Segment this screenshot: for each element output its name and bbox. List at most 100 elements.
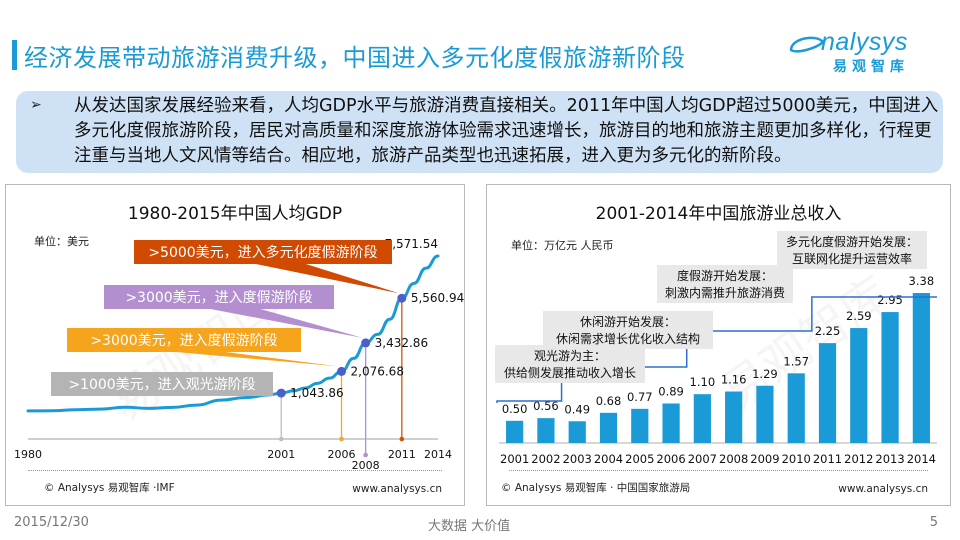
callout-pointer [210, 309, 363, 338]
revenue-bar [537, 418, 555, 443]
revenue-x-tick-label: 2009 [750, 452, 779, 466]
revenue-bar [568, 421, 586, 443]
stage-desc: 刺激内需推升旅游消费 [665, 286, 785, 300]
logo-swoosh-icon [789, 36, 825, 53]
gdp-data-point [361, 338, 371, 348]
gdp-data-label: 2,076.68 [351, 364, 404, 378]
revenue-x-tick-label: 2001 [500, 452, 529, 466]
revenue-chart-panel: 易观智库 2001-2014年中国旅游业总收入 单位：万亿元 人民币 0.50 2… [486, 184, 951, 506]
stage-label-box [495, 345, 645, 383]
revenue-bar [662, 403, 680, 443]
revenue-value-label: 0.56 [533, 399, 559, 413]
revenue-value-label: 0.77 [627, 390, 653, 404]
stage-title: 多元化度假游开始发展： [786, 234, 918, 249]
gdp-stem-dot [363, 452, 368, 458]
revenue-divider [509, 470, 928, 471]
revenue-bar [506, 420, 524, 443]
revenue-value-label: 3.38 [909, 274, 935, 288]
revenue-bar [693, 394, 711, 443]
gdp-data-label: 3,432.86 [375, 336, 428, 350]
gdp-unit-label: 单位：美元 [34, 235, 89, 248]
callout-text: >1000美元，进入观光游阶段 [68, 377, 255, 393]
revenue-bar [912, 293, 930, 443]
gdp-data-label: 5,560.94 [411, 291, 464, 305]
gdp-series-line [26, 254, 440, 413]
revenue-value-label: 2.59 [846, 309, 872, 323]
footer-date: 2015/12/30 [14, 515, 89, 530]
gdp-data-label: 1,043.86 [290, 386, 343, 400]
summary-text: 从发达国家发展经验来看，人均GDP水平与旅游消费直接相关。2011年中国人均GD… [74, 96, 939, 166]
revenue-x-tick-label: 2006 [656, 452, 685, 466]
stage-title: 观光游为主： [534, 349, 606, 363]
revenue-unit-label: 单位：万亿元 人民币 [511, 239, 614, 252]
gdp-data-point [337, 366, 347, 376]
footer-slogan: 大数据 大价值 [428, 519, 511, 534]
gdp-stem-dot [278, 436, 284, 442]
gdp-stem-dot [339, 436, 344, 442]
revenue-x-tick-label: 2004 [594, 452, 623, 466]
stage-label-box [777, 231, 927, 269]
revenue-bar [850, 328, 868, 443]
callout-box [134, 240, 392, 264]
revenue-bar [725, 391, 743, 443]
revenue-value-label: 2.25 [815, 324, 841, 338]
revenue-bar [881, 312, 899, 443]
revenue-chart-svg: 0.50 2001 0.56 2002 0.49 2003 0.68 2004 0.77 2005… [495, 231, 937, 466]
title-accent-bar [12, 40, 17, 70]
gdp-x-tick-label: 2006 [328, 448, 356, 461]
revenue-url: www.analysys.cn [838, 483, 928, 495]
callout-text: >3000美元，进入度假游阶段 [90, 333, 277, 349]
gdp-x-tick-label: 1980 [14, 448, 42, 461]
revenue-source: © Analysys 易观智库 · 中国国家旅游局 [501, 482, 691, 494]
summary-box: ➢ 从发达国家发展经验来看，人均GDP水平与旅游消费直接相关。2011年中国人均… [16, 91, 943, 173]
stage-desc: 供给侧发展推动收入增长 [504, 365, 636, 380]
revenue-bar [631, 408, 649, 443]
gdp-chart-title: 1980-2015年中国人均GDP [127, 204, 343, 224]
gdp-data-label: 7,571.54 [385, 237, 438, 251]
callout-box [104, 285, 334, 309]
gdp-url: www.analysys.cn [352, 483, 442, 495]
revenue-bar [599, 412, 618, 443]
stage-title: 度假游开始发展： [677, 268, 773, 283]
logo-text-cn: 易观智库 [833, 59, 909, 75]
callout-text: >5000美元，进入多元化度假游阶段 [148, 244, 377, 261]
revenue-x-tick-label: 2005 [625, 452, 654, 466]
revenue-x-tick-label: 2003 [563, 452, 592, 466]
revenue-x-tick-label: 2002 [531, 452, 560, 466]
logo-text-en: nalysys [821, 28, 908, 56]
gdp-x-tick-label: 2011 [388, 448, 416, 461]
revenue-value-label: 2.95 [877, 293, 903, 307]
revenue-x-tick-label: 2010 [782, 452, 811, 466]
page-title: 经济发展带动旅游消费升级，中国进入多元化度假旅游新阶段 [24, 44, 686, 72]
stage-desc: 互联网化提升运营效率 [792, 251, 912, 266]
gdp-source: © Analysys 易观智库 ·IMF [44, 482, 175, 494]
callout-text: >3000美元，进入度假游阶段 [125, 290, 312, 306]
revenue-value-label: 0.49 [564, 402, 590, 416]
revenue-x-tick-label: 2013 [875, 452, 904, 466]
stage-label-box [657, 265, 793, 303]
revenue-x-tick-label: 2008 [719, 452, 748, 466]
callout-box [51, 372, 273, 396]
page-number: 5 [929, 515, 938, 530]
revenue-x-tick-label: 2011 [813, 452, 842, 466]
stage-title: 休闲游开始发展： [580, 314, 676, 329]
revenue-bar [756, 385, 774, 443]
revenue-x-tick-label: 2014 [907, 452, 936, 466]
stage-desc: 休闲需求增长优化收入结构 [556, 331, 700, 346]
gdp-data-point [276, 388, 286, 398]
gdp-data-point [397, 293, 407, 303]
stage-label-box [543, 311, 713, 349]
callout-pointer [255, 264, 399, 294]
revenue-bar [818, 343, 837, 443]
revenue-value-label: 1.29 [752, 367, 778, 381]
gdp-stem-dot [399, 436, 405, 442]
gdp-x-tick-label: 2001 [267, 448, 295, 461]
gdp-divider [28, 470, 442, 471]
gdp-x-tick-label: 2008 [352, 459, 380, 472]
callout-box [67, 328, 301, 352]
revenue-value-label: 1.16 [721, 373, 747, 387]
revenue-x-tick-label: 2007 [688, 452, 717, 466]
revenue-value-label: 1.10 [690, 375, 716, 389]
callout-pointer [175, 352, 339, 367]
